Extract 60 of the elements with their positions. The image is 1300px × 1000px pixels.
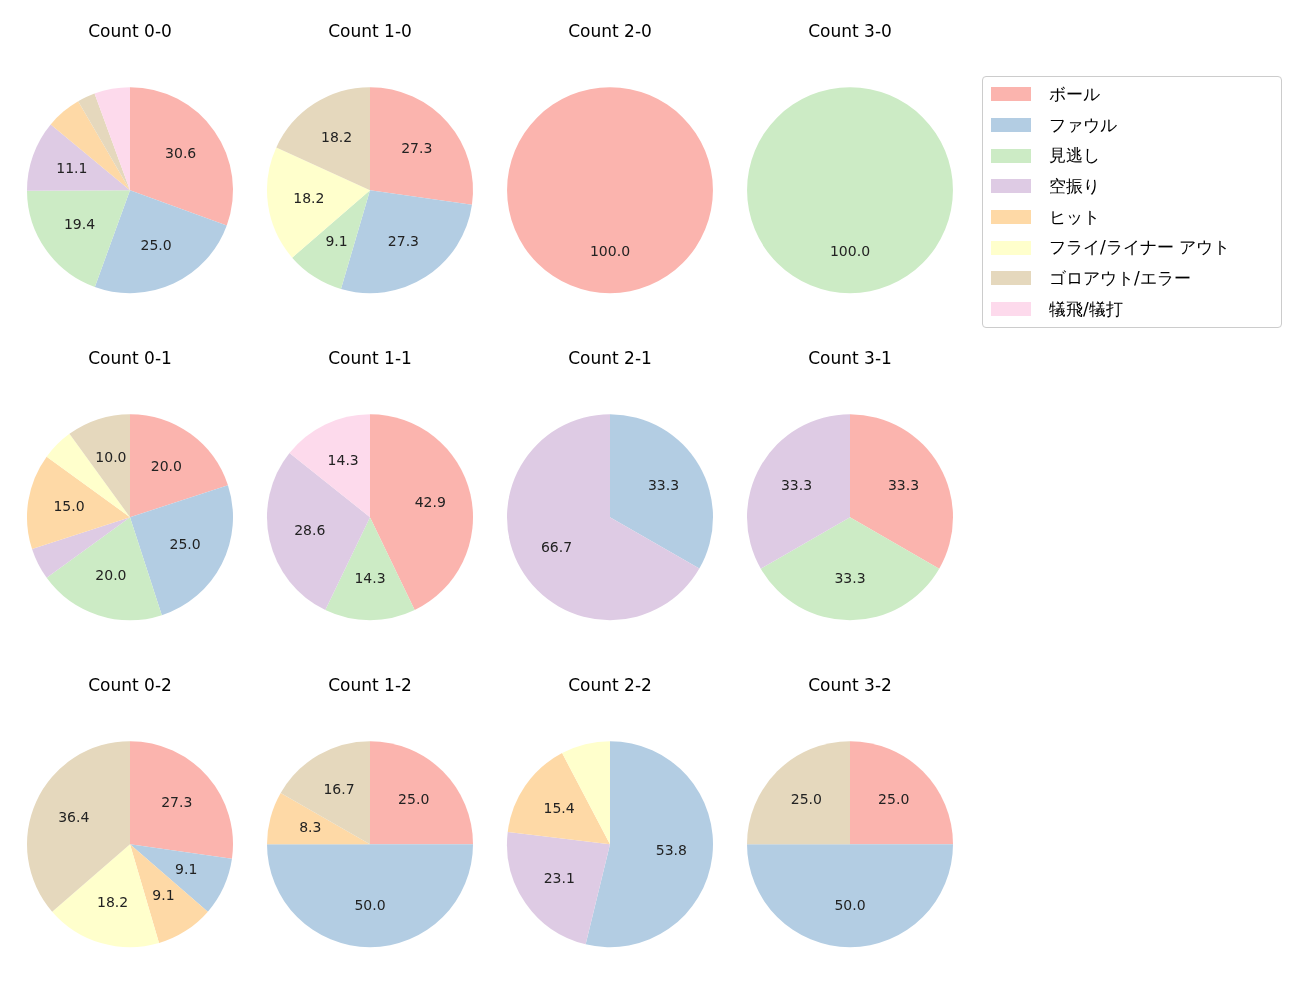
data-label: 100.0 <box>829 242 871 259</box>
data-label: 53.8 <box>655 842 687 859</box>
data-label: 27.3 <box>161 794 193 811</box>
data-label: 28.6 <box>294 521 326 538</box>
legend-label: ヒット <box>1049 205 1100 229</box>
data-label: 33.3 <box>887 476 920 493</box>
data-label: 50.0 <box>354 896 386 913</box>
chart-title: Count 3-2 <box>808 674 892 695</box>
data-label: 50.0 <box>834 896 866 913</box>
data-label: 10.0 <box>95 449 127 466</box>
data-label: 23.1 <box>543 870 575 887</box>
data-label: 33.3 <box>834 569 866 586</box>
data-label: 25.0 <box>169 535 201 552</box>
chart-title: Count 3-1 <box>808 347 892 368</box>
data-label: 9.1 <box>152 886 175 903</box>
data-label: 100.0 <box>589 242 631 259</box>
legend-label: 空振り <box>1049 174 1100 198</box>
data-label: 33.3 <box>647 476 680 493</box>
legend-label: ファウル <box>1049 113 1117 137</box>
data-label: 15.4 <box>543 799 575 816</box>
data-label: 8.3 <box>299 818 322 835</box>
data-label: 16.7 <box>323 781 355 798</box>
legend-label: 犠飛/犠打 <box>1049 297 1123 321</box>
data-label: 27.3 <box>387 232 419 249</box>
data-label: 36.4 <box>58 809 90 826</box>
chart-title: Count 1-1 <box>328 347 412 368</box>
data-label: 20.0 <box>95 566 127 583</box>
data-label: 18.2 <box>321 128 353 145</box>
data-label: 14.3 <box>327 452 359 469</box>
data-label: 19.4 <box>63 216 96 233</box>
data-label: 18.2 <box>293 189 325 206</box>
data-label: 9.1 <box>325 232 348 249</box>
data-label: 9.1 <box>175 860 198 877</box>
chart-title: Count 0-1 <box>88 347 172 368</box>
legend-label: 見逃し <box>1049 144 1100 168</box>
chart-title: Count 0-0 <box>88 20 172 41</box>
legend-label: ゴロアウト/エラー <box>1049 266 1191 290</box>
data-label: 15.0 <box>53 498 85 515</box>
data-label: 25.0 <box>398 791 430 808</box>
data-label: 20.0 <box>150 457 182 474</box>
data-label: 66.7 <box>540 538 573 555</box>
chart-title: Count 3-0 <box>808 20 892 41</box>
chart-title: Count 0-2 <box>88 674 172 695</box>
data-label: 25.0 <box>878 791 910 808</box>
legend-label: フライ/ライナー アウト <box>1049 236 1231 260</box>
data-label: 30.6 <box>165 145 197 162</box>
data-label: 33.3 <box>780 476 813 493</box>
data-label: 14.3 <box>354 569 386 586</box>
chart-title: Count 1-0 <box>328 20 412 41</box>
data-label: 18.2 <box>97 894 129 911</box>
chart-title: Count 1-2 <box>328 674 412 695</box>
data-label: 25.0 <box>140 236 172 253</box>
data-label: 25.0 <box>790 791 822 808</box>
data-label: 27.3 <box>401 140 433 157</box>
chart-title: Count 2-1 <box>568 347 652 368</box>
data-label: 42.9 <box>414 494 446 511</box>
data-label: 11.1 <box>56 160 88 177</box>
legend-label: ボール <box>1049 82 1100 106</box>
chart-title: Count 2-0 <box>568 20 652 41</box>
chart-title: Count 2-2 <box>568 674 652 695</box>
